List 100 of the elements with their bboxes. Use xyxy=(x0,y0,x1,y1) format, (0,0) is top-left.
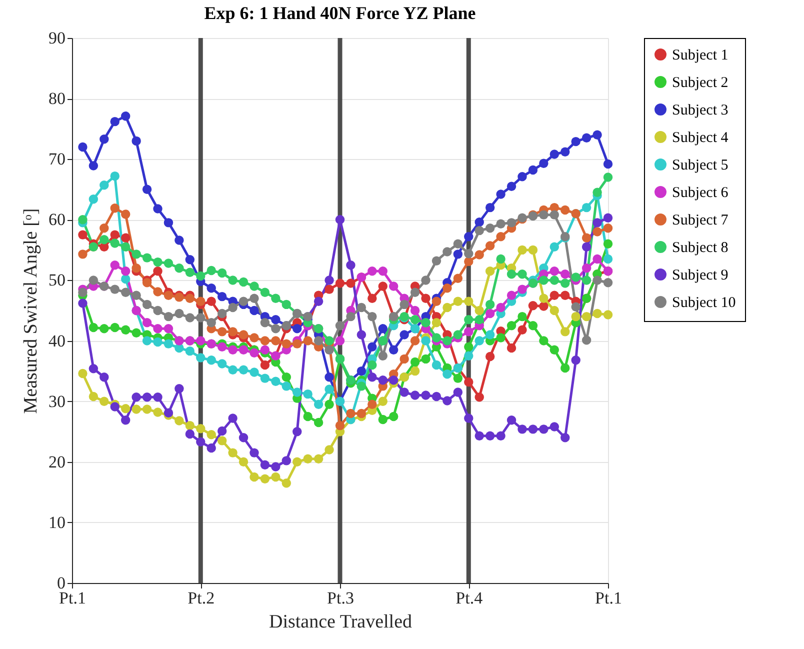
point xyxy=(88,364,98,374)
point xyxy=(400,388,409,397)
point xyxy=(453,330,463,340)
point xyxy=(132,404,141,414)
y-tick-label: 10 xyxy=(48,512,66,532)
point xyxy=(506,290,516,300)
point xyxy=(185,255,195,264)
point xyxy=(153,204,162,214)
point xyxy=(303,454,312,464)
point xyxy=(506,270,516,279)
point xyxy=(571,272,580,282)
point xyxy=(100,180,109,190)
point xyxy=(100,396,109,406)
point xyxy=(485,300,495,310)
point xyxy=(388,282,398,291)
point xyxy=(442,369,452,379)
point xyxy=(560,327,570,336)
point xyxy=(421,354,430,364)
point xyxy=(314,336,324,346)
point xyxy=(485,224,495,233)
point xyxy=(238,277,248,287)
point xyxy=(164,312,174,322)
point xyxy=(485,431,495,440)
point xyxy=(120,112,130,121)
point xyxy=(271,294,280,303)
point xyxy=(378,324,388,334)
point xyxy=(217,426,227,436)
point xyxy=(560,433,570,442)
point xyxy=(164,324,174,334)
point xyxy=(314,296,324,306)
point xyxy=(528,424,538,434)
point xyxy=(120,242,130,252)
point xyxy=(217,327,227,336)
point xyxy=(592,188,602,198)
point xyxy=(496,232,506,242)
point xyxy=(421,276,430,285)
point xyxy=(400,330,409,340)
point xyxy=(132,264,141,273)
point xyxy=(120,404,130,414)
point xyxy=(603,310,613,320)
point xyxy=(603,278,613,288)
point xyxy=(592,308,602,318)
point xyxy=(485,308,495,318)
point xyxy=(496,219,506,229)
point xyxy=(324,372,334,382)
point xyxy=(592,218,602,228)
point xyxy=(464,248,474,258)
legend-label: Subject 5 xyxy=(672,158,728,174)
point xyxy=(88,322,98,332)
point xyxy=(550,266,560,276)
point xyxy=(432,318,442,328)
point xyxy=(464,342,474,352)
point xyxy=(185,429,195,439)
point xyxy=(100,324,109,334)
point xyxy=(271,324,280,334)
point xyxy=(142,184,152,194)
point xyxy=(110,230,120,240)
point xyxy=(292,388,302,397)
point xyxy=(560,290,570,300)
point xyxy=(196,424,206,434)
point xyxy=(485,266,495,276)
point xyxy=(582,242,592,252)
point xyxy=(142,300,152,310)
point xyxy=(464,256,474,266)
point xyxy=(153,324,162,334)
point xyxy=(260,318,270,328)
y-tick-label: 50 xyxy=(48,270,66,290)
point xyxy=(485,202,495,212)
point xyxy=(228,327,238,336)
point xyxy=(100,224,109,233)
point xyxy=(142,404,152,414)
point xyxy=(496,190,506,199)
point xyxy=(560,278,570,288)
point xyxy=(292,427,302,436)
point xyxy=(571,312,580,322)
point xyxy=(260,474,270,484)
point xyxy=(217,342,227,352)
point xyxy=(142,336,152,346)
point xyxy=(260,345,270,354)
point xyxy=(271,336,280,346)
point xyxy=(100,235,109,244)
point xyxy=(164,258,174,268)
point xyxy=(335,278,345,288)
legend-label: Subject 1 xyxy=(672,48,728,64)
point xyxy=(603,213,613,222)
point xyxy=(550,306,560,316)
point xyxy=(518,424,527,434)
point xyxy=(550,422,560,432)
y-axis-title: Measured Swivel Angle [ᵒ] xyxy=(20,208,42,414)
point xyxy=(506,321,516,330)
point xyxy=(464,414,474,423)
point xyxy=(518,172,527,182)
point xyxy=(100,134,109,144)
point xyxy=(582,264,592,273)
point xyxy=(314,400,324,409)
point xyxy=(174,236,184,245)
legend-label: Subject 6 xyxy=(672,185,729,201)
point xyxy=(250,448,259,458)
point xyxy=(410,390,420,400)
point xyxy=(539,336,548,346)
